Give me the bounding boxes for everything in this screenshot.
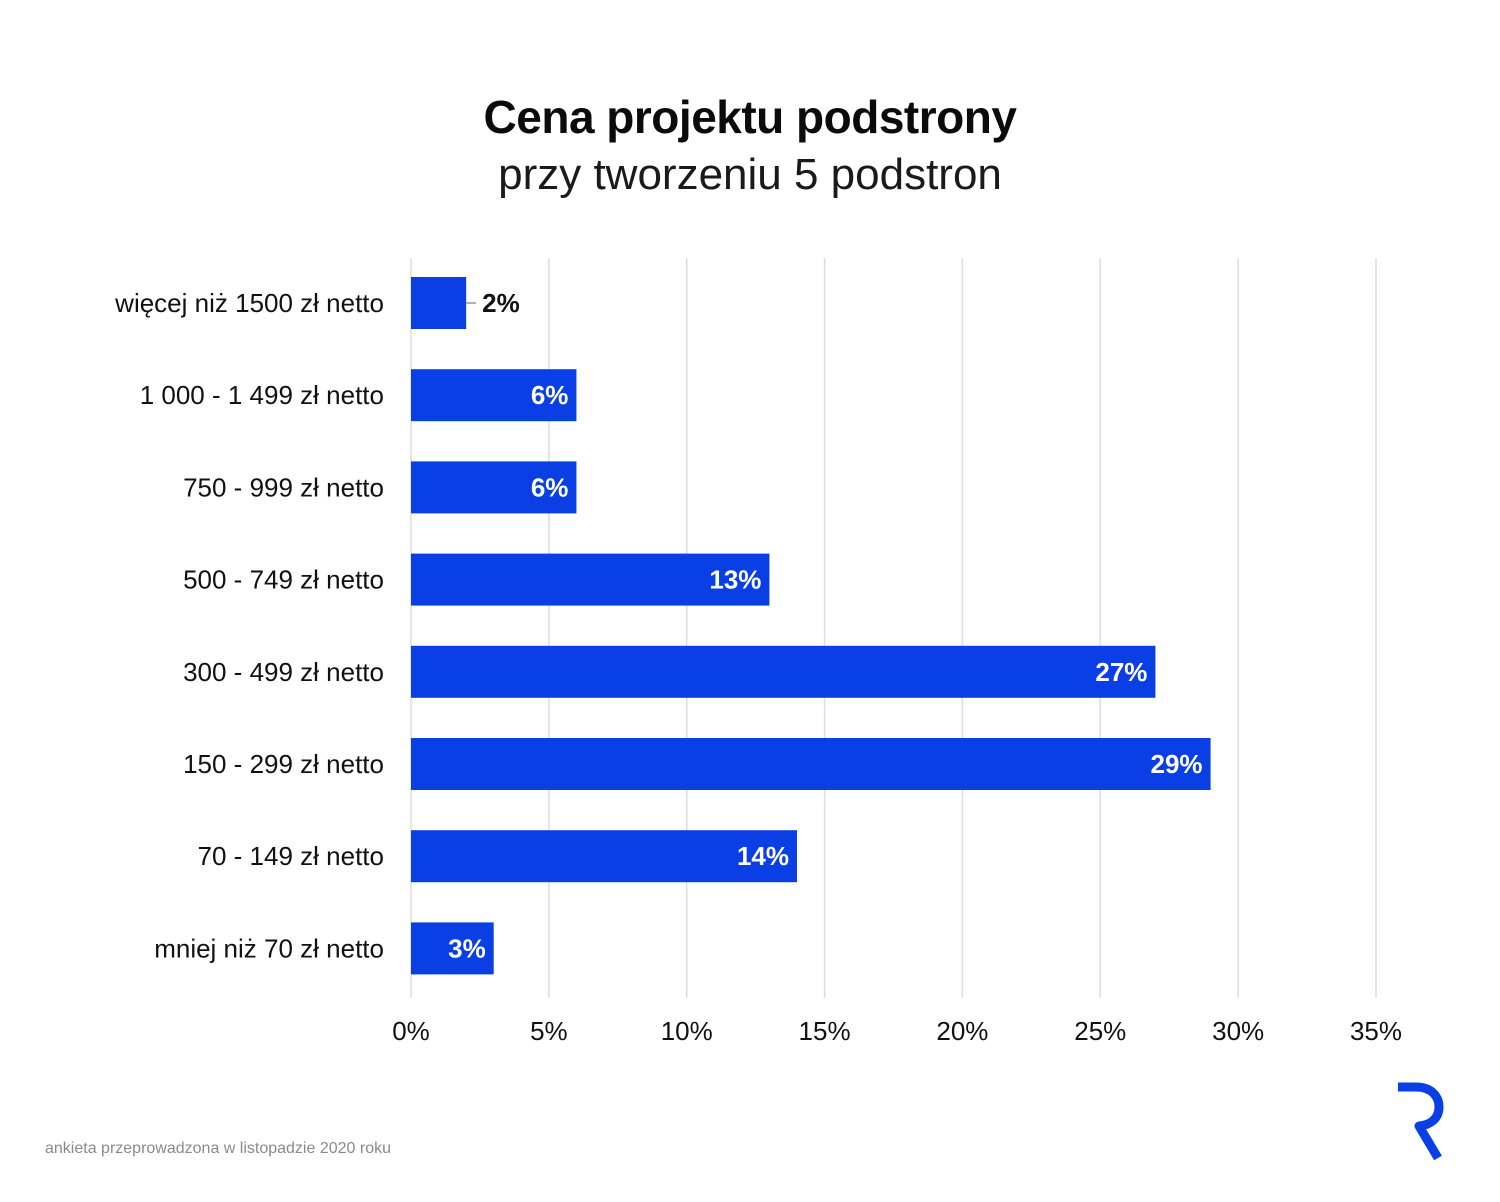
- category-labels: więcej niż 1500 zł netto 1 000 - 1 499 zł…: [114, 288, 384, 963]
- chart-subtitle: przy tworzeniu 5 podstron: [498, 150, 1002, 199]
- category-label: mniej niż 70 zł netto: [154, 933, 384, 963]
- bar: [411, 553, 770, 606]
- value-label: 29%: [1151, 749, 1203, 779]
- x-tick-label: 5%: [530, 1016, 568, 1046]
- value-label: 13%: [709, 565, 761, 595]
- value-label: 6%: [531, 380, 569, 410]
- x-tick-label: 25%: [1074, 1016, 1126, 1046]
- category-label: 750 - 999 zł netto: [183, 472, 384, 502]
- bar: [411, 277, 467, 329]
- bar: [411, 645, 1156, 698]
- x-tick-label: 10%: [661, 1016, 713, 1046]
- category-label: 1 000 - 1 499 zł netto: [140, 380, 384, 410]
- x-tick-label: 0%: [392, 1016, 430, 1046]
- brand-r-logo-icon: [1398, 1082, 1444, 1161]
- value-label: 6%: [531, 472, 569, 502]
- category-label: 150 - 299 zł netto: [183, 749, 384, 779]
- grid-lines: [410, 258, 1377, 998]
- x-tick-label: 15%: [799, 1016, 851, 1046]
- value-label: 14%: [737, 841, 789, 871]
- footnote: ankieta przeprowadzona w listopadzie 202…: [45, 1140, 391, 1157]
- bars: 2% 6% 6% 13% 27% 29% 14% 3%: [411, 277, 1211, 975]
- value-label: 2%: [482, 288, 520, 318]
- x-tick-label: 35%: [1350, 1016, 1402, 1046]
- bar: [411, 738, 1211, 790]
- x-tick-label: 20%: [936, 1016, 988, 1046]
- category-label: więcej niż 1500 zł netto: [114, 288, 384, 318]
- category-label: 300 - 499 zł netto: [183, 657, 384, 687]
- category-label: 500 - 749 zł netto: [183, 565, 384, 595]
- x-tick-labels: 0% 5% 10% 15% 20% 25% 30% 35%: [392, 1016, 1402, 1046]
- category-label: 70 - 149 zł netto: [198, 841, 384, 871]
- bar: [411, 461, 577, 514]
- value-label: 27%: [1095, 657, 1147, 687]
- value-label: 3%: [448, 933, 486, 963]
- bar: [411, 369, 577, 422]
- x-tick-label: 30%: [1212, 1016, 1264, 1046]
- bar: [411, 922, 494, 975]
- bar: [411, 830, 797, 883]
- chart-title: Cena projektu podstrony: [483, 91, 1017, 143]
